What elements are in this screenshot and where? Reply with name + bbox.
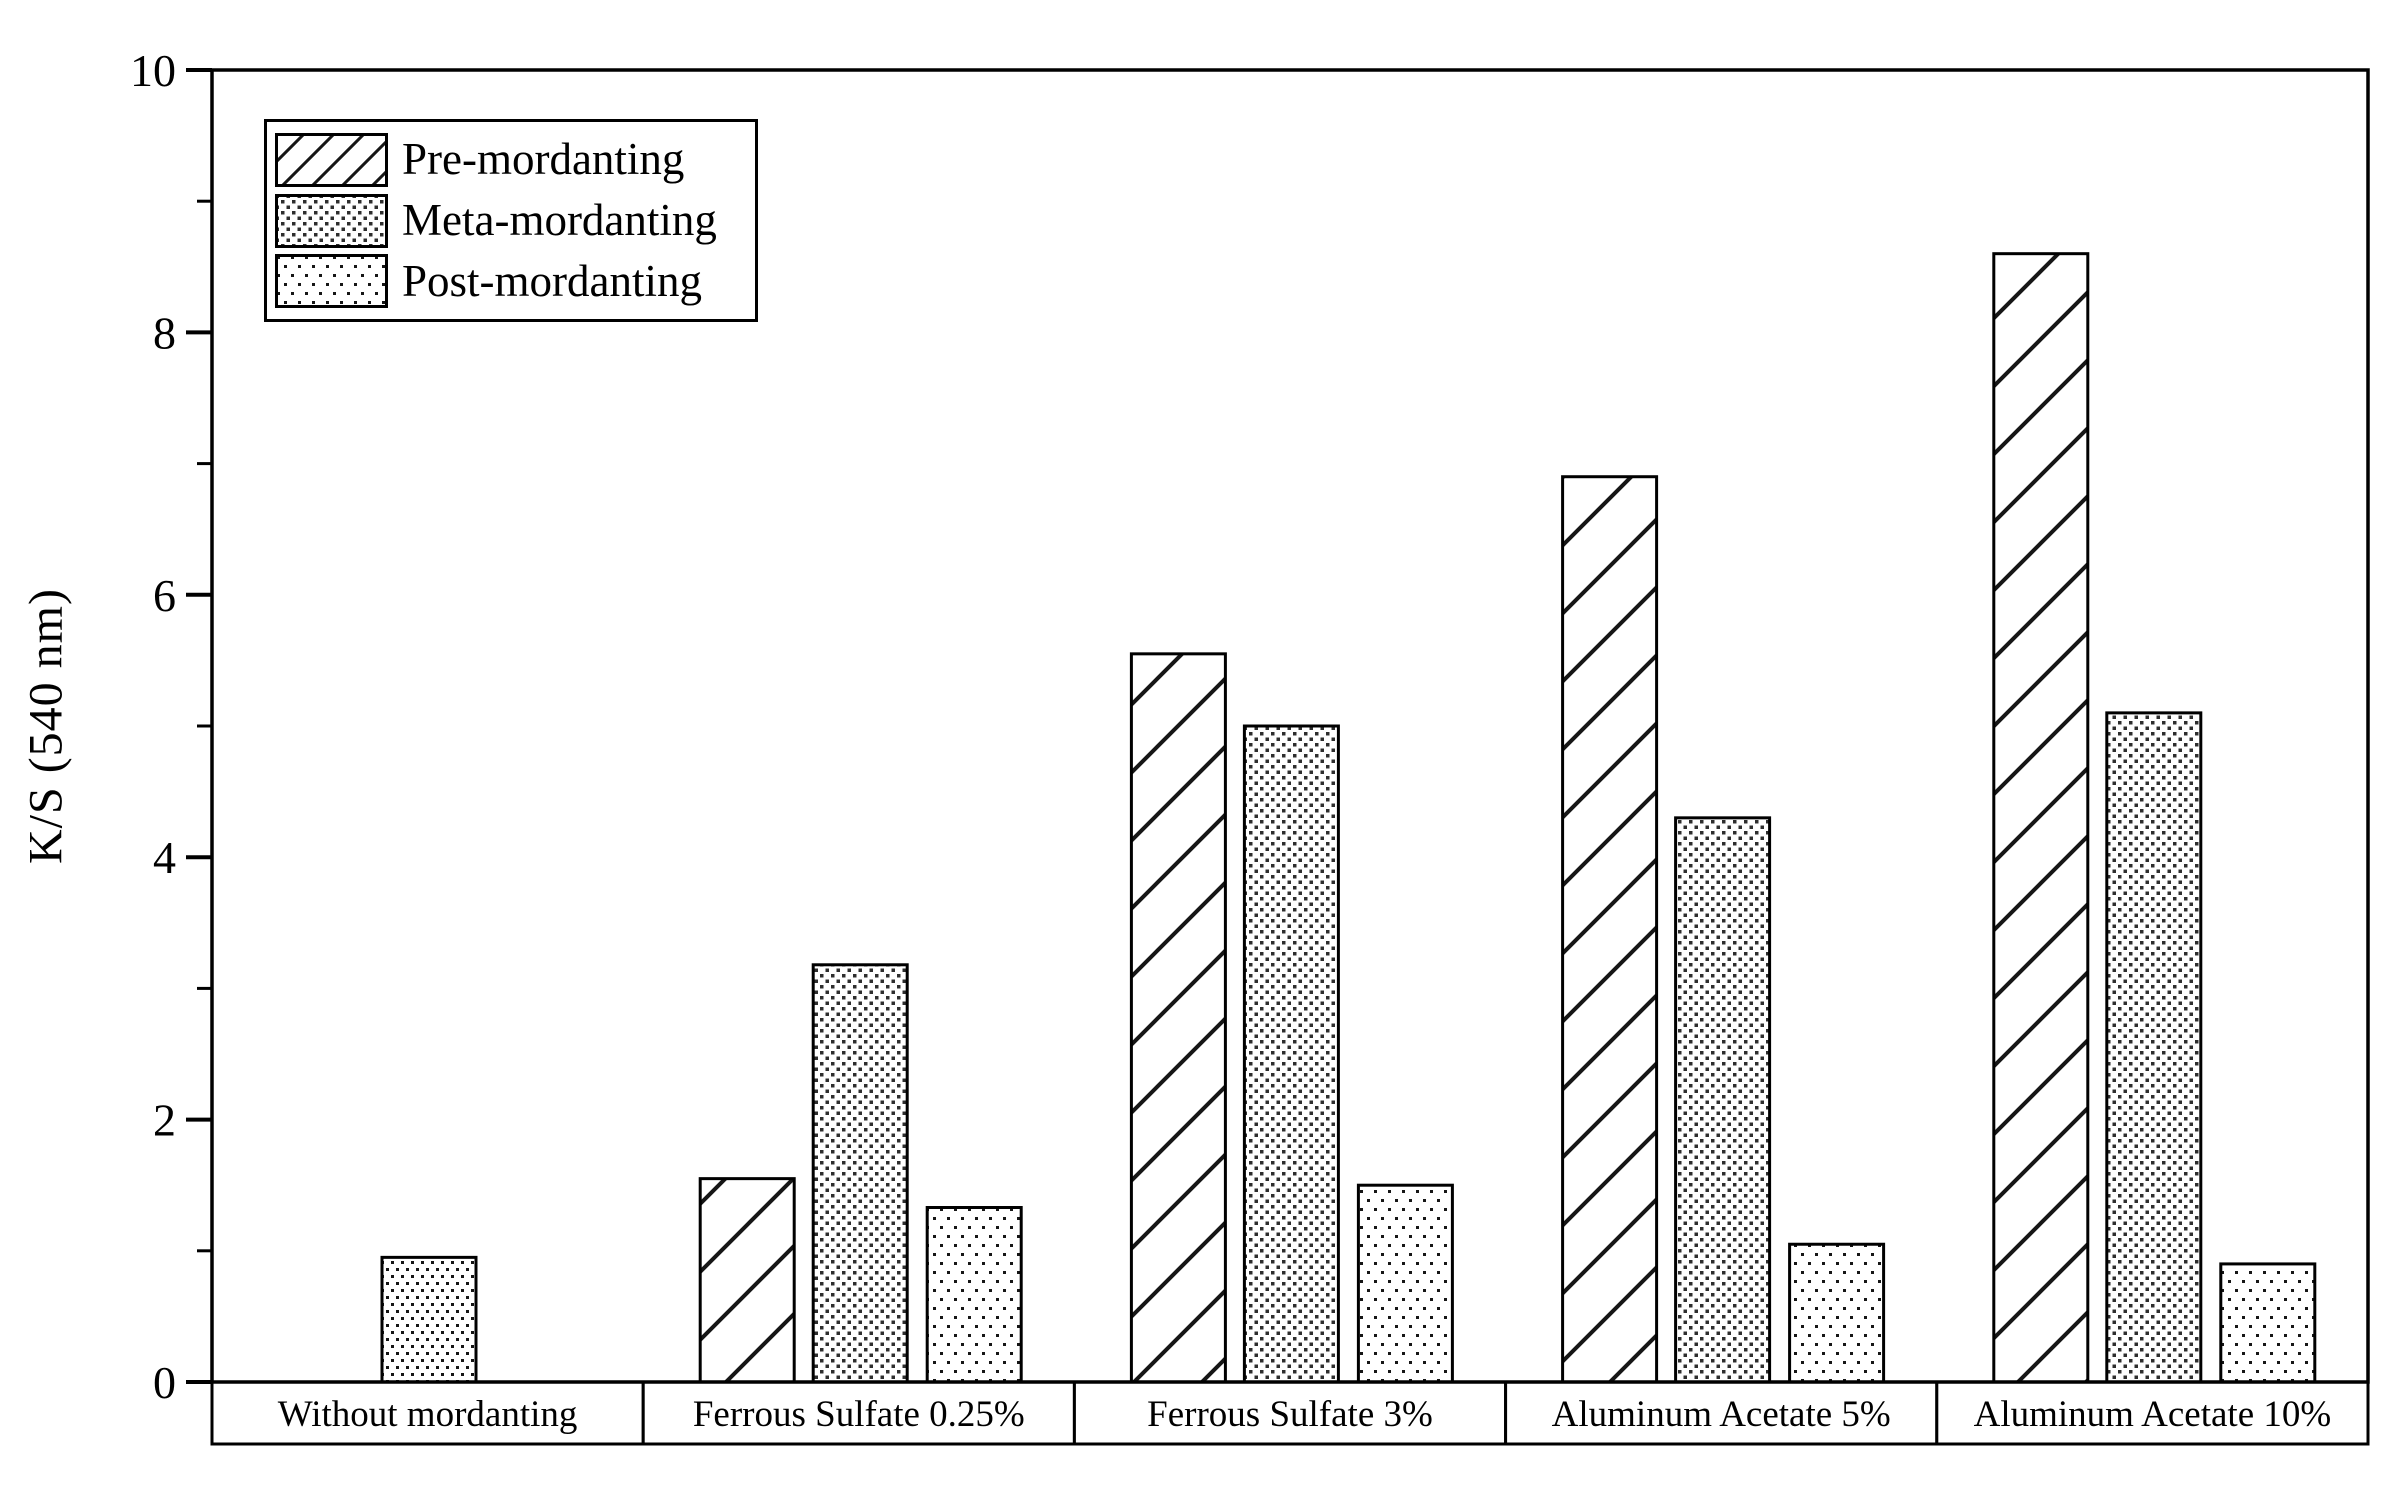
legend-swatch-diagonal-hatch-icon xyxy=(275,132,388,187)
y-tick-label: 8 xyxy=(153,307,176,358)
bar xyxy=(2105,711,2203,1384)
bar xyxy=(1561,475,1659,1384)
legend-swatch-sparse-dots-icon xyxy=(275,254,388,309)
category-label: Aluminum Acetate 5% xyxy=(1552,1394,1891,1435)
bar xyxy=(1788,1242,1886,1384)
y-tick-label: 0 xyxy=(153,1357,176,1408)
bar xyxy=(925,1206,1023,1384)
legend: Pre-mordanting Meta-mordanting Post-mord… xyxy=(264,119,758,322)
y-tick-label: 6 xyxy=(153,570,176,621)
legend-item-label: Post-mordanting xyxy=(402,255,702,306)
category-label: Aluminum Acetate 10% xyxy=(1974,1394,2332,1435)
legend-item: Pre-mordanting xyxy=(275,132,755,187)
category-cell xyxy=(1504,1380,1939,1446)
bar xyxy=(1129,652,1227,1384)
legend-item-label: Meta-mordanting xyxy=(402,195,717,245)
category-cell xyxy=(1935,1380,2370,1446)
bar xyxy=(1242,724,1340,1384)
category-label: Ferrous Sulfate 0.25% xyxy=(693,1394,1025,1435)
bar xyxy=(811,963,909,1384)
legend-item: Meta-mordanting xyxy=(275,193,755,248)
category-label: Ferrous Sulfate 3% xyxy=(1147,1394,1433,1435)
bar xyxy=(2219,1262,2317,1384)
category-label: Without mordanting xyxy=(278,1394,578,1435)
y-tick-label: 2 xyxy=(153,1095,176,1146)
bar xyxy=(1992,252,2090,1384)
y-tick-label: 4 xyxy=(153,832,176,883)
category-cell xyxy=(210,1380,645,1446)
legend-item: Post-mordanting xyxy=(275,254,755,309)
bar xyxy=(698,1177,796,1384)
bar xyxy=(1356,1183,1454,1384)
bar xyxy=(1674,816,1772,1384)
y-tick-label: 10 xyxy=(130,45,176,96)
y-axis-title: K/S (540 nm) xyxy=(19,588,73,864)
legend-item-label: Pre-mordanting xyxy=(402,134,685,185)
legend-swatch-dense-dots-icon xyxy=(275,193,388,248)
bar xyxy=(380,1255,478,1384)
